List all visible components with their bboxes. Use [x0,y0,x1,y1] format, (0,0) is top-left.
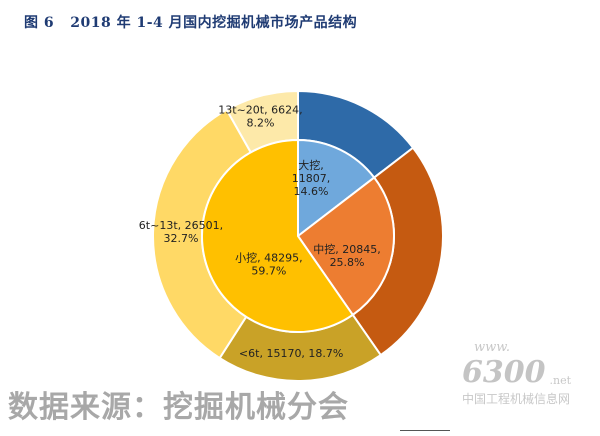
inner-slice-2 [201,138,355,333]
outer-data-label: 32.7% [163,232,198,245]
logo-cn: 中国工程机械信息网 [462,392,571,406]
inner-data-label: 25.8% [330,256,365,269]
inner-data-label: 中挖, 20845, [313,242,380,256]
inner-data-label: 小挖, 48295, [235,250,302,264]
logo-net: .net [549,374,572,387]
inner-data-label: 大挖, [298,158,324,172]
inner-slice-1 [296,176,395,317]
chart-title: 图 6 2018 年 1-4 月国内挖掘机械市场产品结构 [24,15,358,31]
logo-number: 6300 [462,355,546,390]
inner-data-label: 11807, [292,172,331,185]
site-logo: www. 6300 .net 中国工程机械信息网 [462,340,598,407]
outer-data-label: <6t, 15170, 18.7% [239,347,343,360]
logo-www: www. [474,340,510,355]
inner-data-label: 59.7% [251,264,286,277]
watermark-source: 数据来源：挖掘机械分会 [8,390,349,425]
divider [400,430,450,431]
outer-data-label: 8.2% [246,116,274,129]
outer-data-label: 6t~13t, 26501, [139,219,223,232]
logo-main-row: 6300 .net [462,355,571,391]
outer-data-label: 13t~20t, 6624, [218,103,302,116]
inner-slice-0 [297,138,376,239]
inner-data-label: 14.6% [294,185,329,198]
